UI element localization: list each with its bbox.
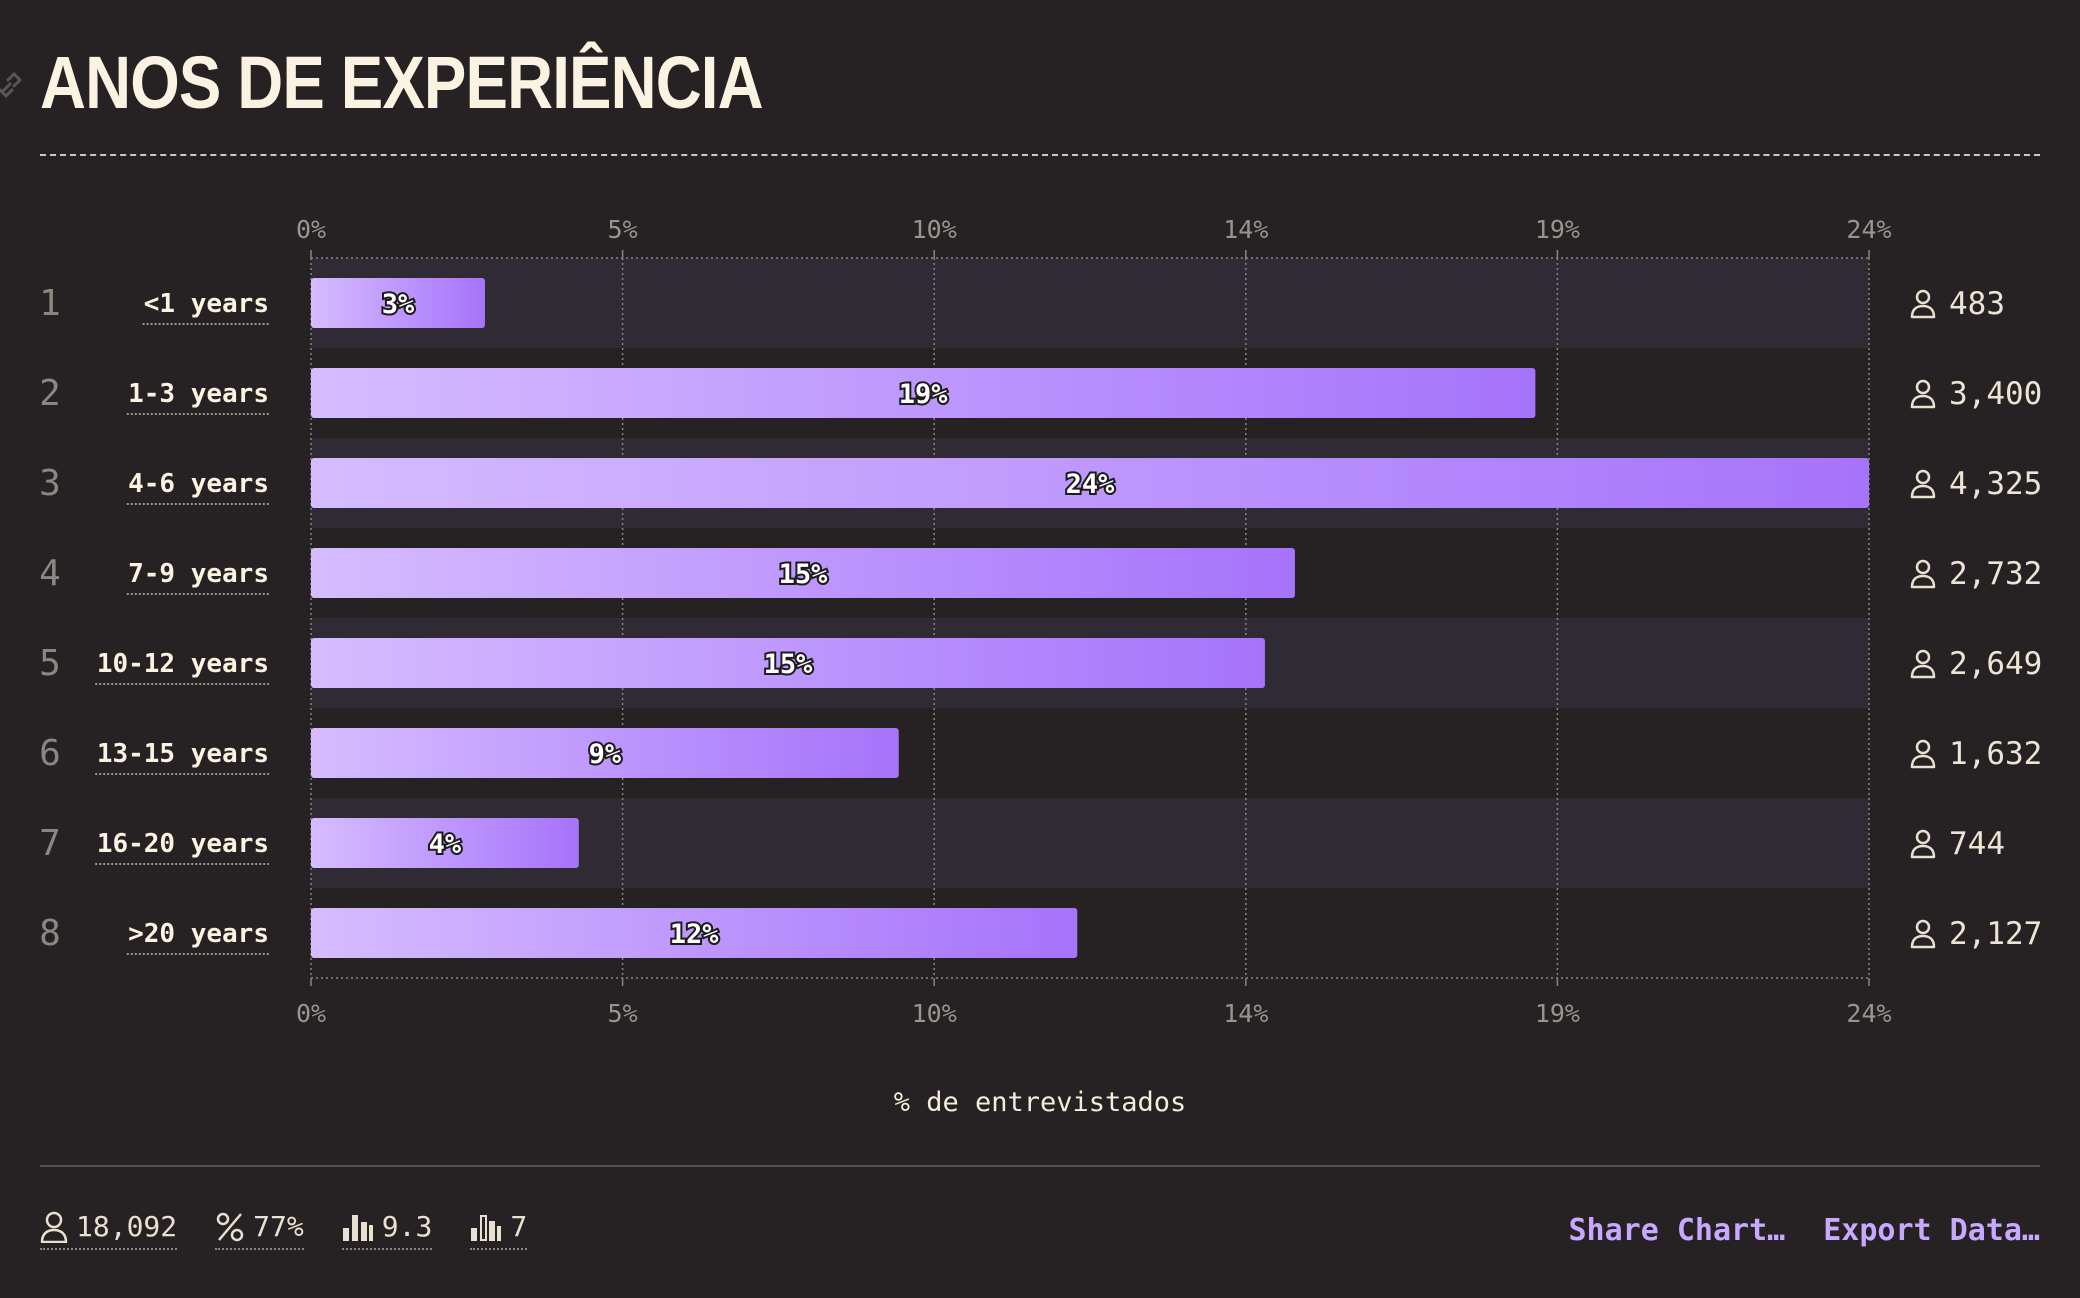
bar — [311, 548, 1295, 598]
rank-label: 4 — [39, 553, 61, 594]
percent-stat[interactable]: 77% — [215, 1210, 304, 1250]
category-label: 1-3 years — [128, 379, 269, 409]
title-divider — [40, 154, 2040, 156]
category-label: 4-6 years — [128, 469, 269, 499]
rank-label: 5 — [39, 643, 61, 684]
bar-chart-outline-icon — [471, 1214, 502, 1241]
bar-chart-icon — [342, 1214, 373, 1241]
rank-label: 8 — [39, 913, 61, 954]
category-label: 13-15 years — [97, 739, 269, 769]
rank-label: 7 — [39, 823, 61, 864]
average-stat[interactable]: 9.3 — [341, 1210, 433, 1250]
category-label: <1 years — [144, 289, 269, 319]
category-label: 10-12 years — [97, 649, 269, 679]
person-icon — [1910, 829, 1936, 859]
respondents-stat[interactable]: 18,092 — [40, 1210, 178, 1250]
x-tick-label-bottom: 24% — [1846, 999, 1891, 1028]
bar-value-label: 9% — [589, 739, 622, 770]
count-stat[interactable]: 7 — [470, 1210, 528, 1250]
bar — [311, 818, 579, 868]
bar-value-label: 19% — [899, 379, 949, 410]
chart-actions: Share Chart… Export Data… — [1569, 1213, 2041, 1248]
footer-divider — [40, 1165, 2040, 1167]
person-icon — [1910, 739, 1936, 769]
respondent-count: 2,732 — [1949, 556, 2042, 592]
person-icon — [40, 1211, 68, 1243]
x-tick-label-bottom: 14% — [1223, 999, 1268, 1028]
category-label: 16-20 years — [97, 829, 269, 859]
x-tick-label-bottom: 5% — [608, 999, 638, 1028]
x-tick-label-top: 24% — [1846, 215, 1891, 244]
percent-icon — [216, 1212, 244, 1241]
respondent-count: 4,325 — [1949, 466, 2042, 502]
person-icon — [1910, 379, 1936, 409]
category-label: 7-9 years — [128, 559, 269, 589]
person-icon — [1910, 649, 1936, 679]
bar — [311, 368, 1536, 418]
respondents-value: 18,092 — [76, 1210, 178, 1243]
person-icon — [1910, 919, 1936, 949]
respondent-count: 1,632 — [1949, 736, 2042, 772]
bar-value-label: 3% — [382, 289, 415, 320]
link-icon[interactable] — [0, 72, 22, 102]
bar-value-label: 12% — [670, 919, 720, 950]
bar — [311, 638, 1265, 688]
bar-value-label: 15% — [764, 649, 814, 680]
x-tick-label-bottom: 19% — [1535, 999, 1580, 1028]
category-label: >20 years — [128, 919, 269, 949]
export-data-button[interactable]: Export Data… — [1823, 1213, 2040, 1248]
bar — [311, 458, 1869, 508]
x-tick-label-top: 5% — [608, 215, 638, 244]
person-icon — [1910, 559, 1936, 589]
x-tick-label-top: 14% — [1223, 215, 1268, 244]
average-value: 9.3 — [381, 1210, 433, 1243]
x-tick-label-bottom: 10% — [912, 999, 957, 1028]
respondent-count: 483 — [1949, 286, 2005, 322]
x-axis-label: % de entrevistados — [893, 1087, 1187, 1118]
share-chart-button[interactable]: Share Chart… — [1568, 1213, 1786, 1248]
rank-label: 2 — [39, 373, 61, 414]
x-tick-label-top: 19% — [1535, 215, 1580, 244]
bar-value-label: 24% — [1066, 469, 1116, 500]
bar — [311, 908, 1078, 958]
rank-label: 3 — [39, 463, 61, 504]
summary-stats: 18,092 77% 9.3 7 — [40, 1210, 528, 1250]
person-icon — [1910, 469, 1936, 499]
x-tick-label-top: 0% — [296, 215, 326, 244]
count-value: 7 — [510, 1210, 528, 1243]
x-tick-label-top: 10% — [912, 215, 957, 244]
respondent-count: 2,649 — [1949, 646, 2042, 682]
rank-label: 1 — [39, 283, 61, 324]
bar — [311, 728, 899, 778]
bar — [311, 278, 485, 328]
bar-value-label: 15% — [779, 559, 829, 590]
respondent-count: 2,127 — [1949, 916, 2042, 952]
row-band — [311, 258, 1869, 348]
rank-label: 6 — [39, 733, 61, 774]
percent-value: 77% — [253, 1210, 304, 1243]
chart-title: ANOS DE EXPERIÊNCIA — [40, 41, 764, 124]
respondent-count: 744 — [1949, 826, 2005, 862]
bar-chart: 0%0%5%5%10%10%14%14%19%19%24%24%1 <1 year… — [39, 215, 2042, 1028]
x-tick-label-bottom: 0% — [296, 999, 326, 1028]
respondent-count: 3,400 — [1949, 376, 2042, 412]
bar-value-label: 4% — [429, 829, 462, 860]
person-icon — [1910, 289, 1936, 319]
